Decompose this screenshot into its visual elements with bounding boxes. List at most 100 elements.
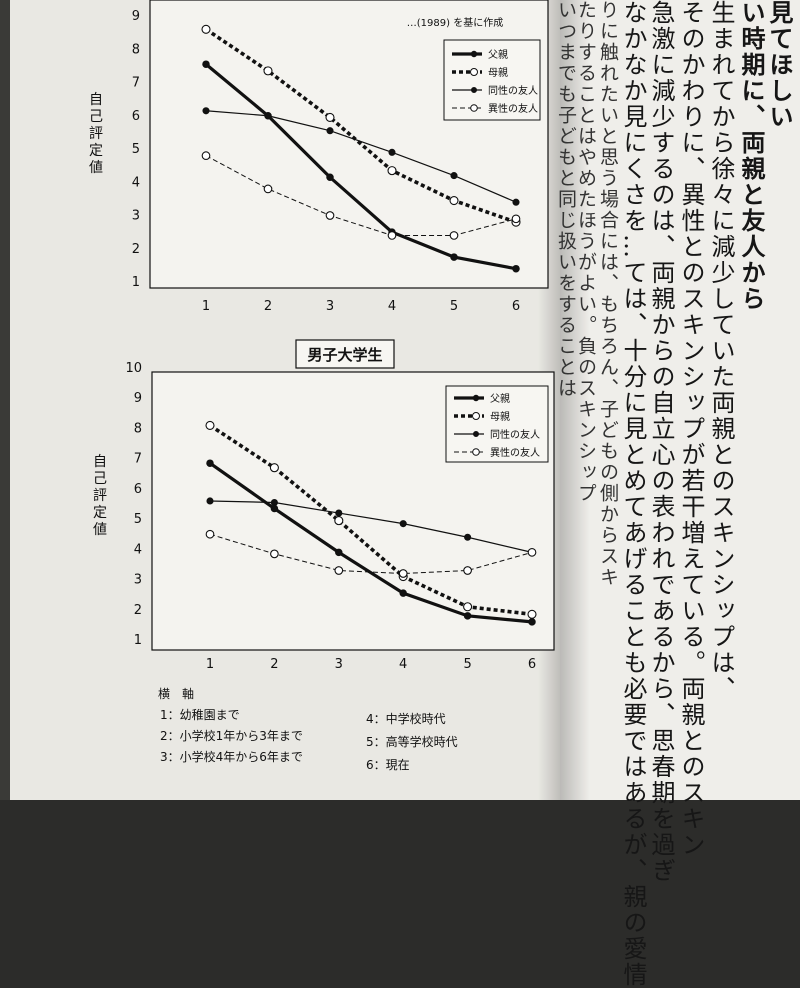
top-chart-source-note: …(1989) を基に作成 bbox=[407, 16, 503, 29]
legend-label-same-sex-friend: 同性の友人 bbox=[490, 428, 540, 441]
series-line-same-sex-friend bbox=[209, 500, 533, 553]
top-chart-y-ticks: 1 2 3 4 5 6 7 8 9 bbox=[132, 9, 140, 290]
x-axis-caption-item-4: 4：中学校時代 bbox=[366, 711, 446, 726]
y-tick-label: 6 bbox=[132, 109, 140, 124]
y-axis-label-text: 自己評定値 bbox=[89, 92, 103, 176]
x-tick-label: 3 bbox=[326, 299, 334, 314]
data-point-father bbox=[450, 253, 458, 261]
x-tick-label: 5 bbox=[463, 657, 471, 672]
data-point-father bbox=[270, 504, 279, 513]
legend-marker-opposite-sex-friend bbox=[470, 104, 478, 112]
data-point-same-sex-friend bbox=[335, 509, 343, 517]
x-tick-label: 6 bbox=[512, 299, 520, 314]
x-tick-label: 6 bbox=[528, 657, 536, 672]
legend-marker-same-sex-friend bbox=[473, 431, 479, 437]
legend-label-father: 父親 bbox=[490, 392, 510, 405]
y-tick-label: 3 bbox=[134, 573, 142, 588]
y-tick-label: 1 bbox=[132, 275, 140, 290]
right-page-column-4: そのかわりに、異性とのスキンシップが若干増えている。両親とのスキン bbox=[677, 0, 705, 858]
x-tick-label: 2 bbox=[264, 299, 272, 314]
x-tick-label: 3 bbox=[335, 657, 343, 672]
data-point-father bbox=[335, 548, 343, 557]
series-line-opposite-sex-friend bbox=[205, 155, 517, 236]
x-axis-caption-item-6: 6：現在 bbox=[366, 758, 410, 772]
bottom-chart-y-ticks: 1 2 3 4 5 6 7 8 9 10 bbox=[125, 361, 142, 648]
right-page-column-2: い時期に、両親と友人から bbox=[737, 0, 766, 312]
x-tick-label: 5 bbox=[450, 299, 458, 314]
data-point-same-sex-friend bbox=[399, 520, 407, 528]
y-tick-label: 7 bbox=[134, 452, 142, 467]
y-tick-label: 1 bbox=[134, 633, 142, 648]
y-tick-label: 7 bbox=[132, 76, 140, 91]
x-tick-label: 4 bbox=[399, 657, 407, 672]
data-point-mother bbox=[205, 420, 215, 430]
right-page-column-5: 急激に減少するのは、両親からの自立心の表われであるから、思春期を過ぎ bbox=[647, 0, 675, 884]
data-point-mother bbox=[269, 463, 279, 473]
series-line-father bbox=[204, 62, 517, 271]
legend-label-father: 父親 bbox=[488, 48, 508, 61]
legend-label-mother: 母親 bbox=[490, 410, 510, 423]
top-chart-series bbox=[201, 24, 521, 273]
y-tick-label: 9 bbox=[132, 9, 140, 24]
y-tick-label: 5 bbox=[134, 512, 142, 527]
right-page-gutter-shadow bbox=[560, 0, 590, 800]
legend-label-mother: 母親 bbox=[488, 66, 508, 79]
data-point-same-sex-friend bbox=[326, 127, 334, 135]
right-page-column-1: 見てほしい bbox=[765, 0, 794, 130]
bottom-chart-title-box bbox=[295, 339, 395, 369]
series-line-opposite-sex-friend bbox=[209, 533, 533, 575]
data-point-father bbox=[399, 589, 407, 597]
data-point-opposite-sex-friend bbox=[449, 231, 459, 240]
x-axis-caption-item-5: 5：高等学校時代 bbox=[366, 734, 458, 749]
y-tick-label: 3 bbox=[132, 209, 140, 224]
right-page-column-8: たりすることはやめたほうがよい。負のスキンシップ bbox=[575, 0, 597, 504]
x-axis-caption-item-3: 3：小学校4年から6年まで bbox=[160, 749, 303, 764]
x-tick-label: 2 bbox=[270, 657, 278, 672]
legend-marker-mother bbox=[472, 412, 480, 420]
data-point-mother bbox=[387, 166, 397, 176]
bottom-chart-y-axis-label: 自己評定値 bbox=[93, 454, 107, 538]
data-point-opposite-sex-friend bbox=[263, 184, 273, 194]
y-tick-label: 10 bbox=[125, 361, 142, 376]
legend-marker-mother bbox=[470, 68, 478, 76]
data-point-mother bbox=[334, 516, 344, 526]
data-point-mother bbox=[263, 66, 273, 76]
data-point-father bbox=[528, 618, 536, 626]
data-point-mother bbox=[527, 609, 537, 619]
data-point-opposite-sex-friend bbox=[387, 231, 397, 240]
data-point-opposite-sex-friend bbox=[463, 566, 472, 575]
series-line-father bbox=[209, 461, 533, 624]
legend-marker-opposite-sex-friend bbox=[472, 448, 480, 456]
data-point-mother bbox=[449, 195, 459, 206]
data-point-father bbox=[326, 173, 334, 182]
y-tick-label: 8 bbox=[132, 42, 140, 57]
y-tick-label: 2 bbox=[132, 242, 140, 257]
legend-label-opposite-sex-friend: 異性の友人 bbox=[488, 102, 538, 115]
y-tick-label: 8 bbox=[134, 421, 142, 436]
data-point-mother bbox=[463, 602, 473, 612]
top-chart-y-axis-label: 自己評定値 bbox=[89, 92, 103, 176]
right-page-column-3: 生まれてから徐々に減少していた両親とのスキンシップは、 bbox=[707, 0, 735, 702]
x-axis-caption-item-1: 1：幼稚園まで bbox=[160, 708, 240, 722]
data-point-opposite-sex-friend bbox=[205, 529, 215, 539]
bottom-chart-x-ticks: 1 2 3 4 5 6 bbox=[206, 657, 536, 672]
x-axis-caption-item-2: 2：小学校1年から3年まで bbox=[160, 728, 303, 743]
data-point-opposite-sex-friend bbox=[201, 151, 211, 160]
data-point-opposite-sex-friend bbox=[527, 548, 537, 557]
bottom-chart-title: 男子大学生 bbox=[307, 346, 382, 364]
data-point-same-sex-friend bbox=[464, 533, 472, 541]
data-point-same-sex-friend bbox=[450, 172, 458, 180]
y-axis-label-text: 自己評定値 bbox=[93, 454, 107, 538]
data-point-same-sex-friend bbox=[202, 107, 210, 115]
data-point-opposite-sex-friend bbox=[270, 549, 279, 559]
legend-label-same-sex-friend: 同性の友人 bbox=[488, 84, 538, 97]
data-point-opposite-sex-friend bbox=[325, 211, 335, 220]
y-tick-label: 4 bbox=[132, 175, 140, 190]
data-point-father bbox=[512, 264, 520, 273]
data-point-same-sex-friend bbox=[206, 497, 214, 505]
right-page-column-7: りに触れたいと思う場合には、もちろん、子どもの側からスキ bbox=[597, 0, 619, 588]
x-tick-label: 4 bbox=[388, 299, 396, 314]
legend-marker-same-sex-friend bbox=[471, 87, 477, 93]
